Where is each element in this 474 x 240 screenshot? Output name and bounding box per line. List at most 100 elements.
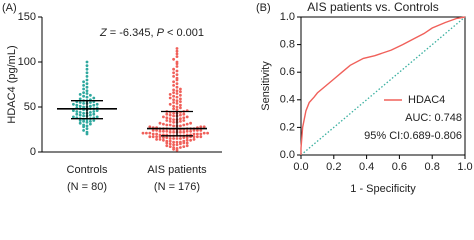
data-dot [75,110,79,113]
data-dot [175,143,179,147]
data-dot [151,135,155,139]
data-dot [182,130,186,134]
data-dot [72,115,75,119]
data-dot [175,108,179,112]
data-dot [162,138,165,142]
y-tick-label: 0.8 [280,39,295,51]
data-dot [82,111,85,115]
data-dot [172,140,176,144]
data-dot [175,65,179,68]
x-tick-label: AIS patients [147,164,207,176]
data-dot [182,145,186,149]
data-dot [168,120,172,123]
data-dot [168,102,172,106]
data-dot [92,110,96,113]
data-dot [148,131,152,135]
plot-frame [300,16,466,156]
x-tick-label: Controls [67,164,108,176]
data-dot [168,130,172,134]
x-tick-label: 0.6 [392,161,407,173]
data-dot [175,99,179,103]
data-dot [199,125,203,129]
data-dot [202,125,206,129]
data-dot [82,91,85,94]
data-dot [89,120,92,123]
data-dot [89,122,92,126]
roc-curve [300,16,466,155]
data-dot [182,119,186,122]
data-dot [172,130,176,134]
data-dot [89,113,92,117]
x-tick-label: 0.0 [293,161,308,173]
data-dot [168,113,172,117]
y-tick-label: 1.0 [280,11,295,23]
data-dot [165,144,169,148]
data-dot [78,111,82,114]
data-dot [75,112,79,116]
data-dot [148,125,152,129]
data-dot [206,131,210,135]
legend-note: 95% CI:0.689-0.806 [364,130,462,142]
data-dot [82,114,85,118]
data-dot [179,106,182,110]
data-dot [75,103,79,107]
data-dot [95,109,99,112]
reference-line [300,16,466,156]
legend-label: HDAC4 [408,94,445,106]
data-dot [158,121,162,125]
data-dot [92,103,96,107]
data-dot [92,119,96,122]
data-dot [175,52,179,56]
data-dot [185,141,189,145]
data-dot [168,139,172,143]
data-dot [182,112,186,116]
data-dot [175,137,179,140]
data-dot [145,131,148,135]
data-dot [172,118,176,121]
data-dot [82,80,85,84]
data-dot [179,117,182,121]
x-tick-sublabel: (N = 176) [154,181,200,193]
data-dot [185,129,189,133]
data-dot [162,136,165,140]
data-dot [82,84,85,87]
data-dot [172,143,176,147]
data-dot [162,122,165,126]
data-dot [165,139,169,143]
data-dot [199,132,203,136]
data-dot [172,137,176,140]
data-dot [165,136,169,140]
data-dot [85,130,89,134]
data-dot [92,112,96,116]
y-axis-label: Sensitivity [260,61,272,111]
data-dot [175,49,179,53]
data-dot [95,102,99,106]
data-dot [172,84,176,87]
data-dot [175,82,179,85]
data-dot [165,129,169,133]
data-dot [172,124,176,128]
y-tick-label: 150 [18,11,36,23]
data-dot [179,97,182,101]
data-dot [85,89,89,93]
panel-label: (A) [2,2,17,14]
data-dot [172,146,176,149]
data-dot [175,140,179,144]
annotation-part: Z [99,27,108,39]
data-dot [185,122,189,126]
data-dot [189,129,193,133]
y-tick-label: 100 [18,56,36,68]
data-dot [78,104,82,108]
data-dot [89,104,92,108]
chart-title: AIS patients vs. Controls [307,0,438,14]
data-dot [165,116,169,120]
data-dot [182,123,186,127]
data-dot [168,142,172,146]
data-dot [196,132,199,136]
data-dot [175,73,179,76]
data-dot [172,101,176,104]
data-dot [179,103,182,107]
y-tick-label: 0.2 [280,121,295,133]
data-dot [172,71,176,75]
data-dot [182,116,186,120]
